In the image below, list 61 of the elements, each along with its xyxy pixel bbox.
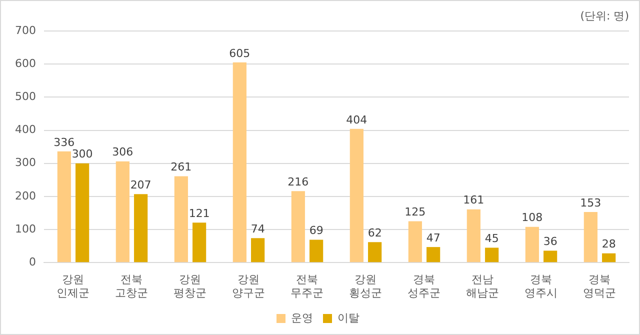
bar	[350, 128, 364, 262]
bar	[426, 247, 440, 262]
bar	[584, 212, 598, 262]
x-tick-label: 전남 해남군	[466, 273, 500, 300]
legend-label: 운영	[291, 311, 313, 324]
x-tick-label: 경북 영주시	[524, 273, 558, 300]
x-tick-label: 전북 고창군	[115, 273, 148, 300]
data-label: 62	[368, 226, 382, 240]
bar	[544, 250, 558, 262]
data-label: 36	[543, 235, 558, 248]
data-label: 47	[426, 231, 440, 244]
bar	[602, 253, 616, 262]
x-tick-label: 경북 성주군	[408, 273, 441, 300]
y-tick-label: 100	[14, 222, 36, 236]
bar	[232, 62, 246, 262]
y-tick-label: 400	[14, 123, 36, 136]
bar	[525, 226, 539, 262]
data-label: 74	[250, 222, 265, 236]
x-tick-label: 강원 양구군	[232, 273, 266, 300]
data-label: 45	[484, 232, 499, 246]
x-tick-label: 강원 인제군	[56, 273, 90, 300]
data-label: 306	[112, 146, 134, 159]
x-tick-label: 전북 무주군	[290, 273, 324, 300]
data-label: 216	[288, 175, 309, 188]
y-tick-label: 500	[14, 90, 36, 104]
bar	[485, 248, 499, 262]
data-label: 108	[522, 211, 543, 224]
data-label: 336	[54, 136, 75, 149]
data-label: 207	[130, 178, 152, 192]
y-tick-label: 200	[14, 189, 36, 202]
data-label: 153	[580, 196, 602, 210]
data-label: 121	[188, 206, 210, 220]
bar	[291, 191, 305, 262]
bar	[134, 194, 148, 262]
bar	[57, 151, 71, 262]
bar	[251, 238, 265, 262]
data-label: 125	[404, 206, 426, 219]
bar	[192, 222, 206, 262]
text: (단위: 명)	[580, 9, 629, 22]
legend-label: 이탈	[338, 311, 360, 324]
y-tick-label: 700	[14, 24, 36, 37]
x-tick-label: 강원 평창군	[174, 273, 207, 300]
bar	[76, 163, 90, 262]
bar	[174, 176, 188, 262]
data-label: 261	[170, 160, 192, 174]
bar	[310, 240, 324, 262]
data-label: 161	[463, 194, 484, 207]
bar	[408, 221, 422, 262]
data-label: 300	[72, 148, 93, 161]
data-label: 69	[309, 224, 324, 238]
x-tick-label: 강원 횡성군	[349, 273, 382, 300]
y-tick-label: 300	[14, 156, 36, 170]
data-label: 605	[229, 46, 250, 60]
y-tick-label: 600	[14, 56, 36, 70]
data-label: 28	[602, 238, 616, 251]
bar	[368, 242, 382, 262]
bar	[116, 161, 130, 262]
bar	[466, 209, 480, 262]
x-tick-label: 경북 영덕군	[583, 273, 616, 300]
data-label: 404	[346, 113, 368, 126]
y-tick-label: 0	[28, 255, 36, 268]
